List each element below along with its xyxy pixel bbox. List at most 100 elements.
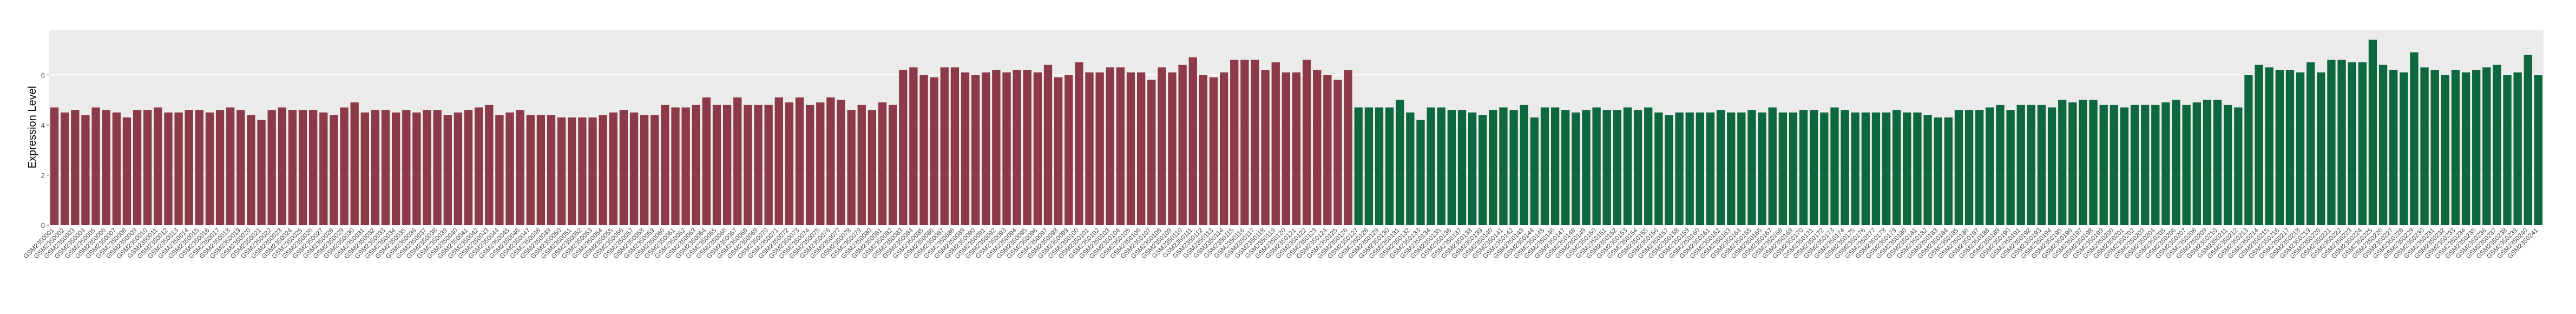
bar bbox=[702, 97, 711, 225]
bar bbox=[402, 110, 411, 225]
bar bbox=[1043, 64, 1053, 226]
bar bbox=[71, 110, 80, 225]
bar bbox=[1075, 62, 1083, 226]
y-axis-label: Expression Level bbox=[27, 86, 38, 168]
bar bbox=[1892, 110, 1901, 225]
bar bbox=[1406, 112, 1415, 225]
bar bbox=[1944, 117, 1953, 225]
bar bbox=[1592, 107, 1601, 225]
bar bbox=[1685, 112, 1694, 225]
bar bbox=[1903, 112, 1911, 225]
bar bbox=[2441, 75, 2449, 226]
bar bbox=[1427, 107, 1435, 225]
bar bbox=[1986, 107, 1994, 225]
bar bbox=[1323, 75, 1332, 226]
bar bbox=[50, 107, 59, 225]
bar bbox=[2110, 104, 2118, 225]
bar bbox=[226, 107, 235, 225]
bar bbox=[381, 110, 390, 225]
bar bbox=[899, 70, 908, 226]
bar bbox=[1778, 112, 1788, 225]
bar bbox=[464, 110, 473, 225]
y-tick-label: 6 bbox=[41, 71, 45, 79]
bar bbox=[888, 104, 897, 225]
bar bbox=[475, 107, 483, 225]
bar bbox=[1136, 72, 1146, 225]
bar bbox=[1665, 115, 1673, 225]
bar bbox=[1747, 110, 1756, 225]
bar bbox=[278, 107, 286, 225]
bar bbox=[785, 102, 794, 225]
bar bbox=[1509, 110, 1518, 225]
bar bbox=[1313, 70, 1322, 226]
bar bbox=[1437, 107, 1445, 225]
bar bbox=[754, 104, 763, 225]
bar bbox=[412, 112, 421, 225]
bar bbox=[2285, 70, 2295, 226]
bar bbox=[1499, 107, 1508, 225]
bar bbox=[1116, 67, 1125, 225]
bar bbox=[2368, 40, 2377, 225]
bar bbox=[1871, 112, 1881, 225]
bar bbox=[1126, 72, 1135, 225]
bar bbox=[1913, 112, 1922, 225]
bar bbox=[2213, 100, 2222, 225]
bar bbox=[1737, 112, 1746, 225]
bar bbox=[805, 104, 814, 225]
bar bbox=[650, 115, 659, 225]
bar bbox=[857, 104, 866, 225]
bar bbox=[1447, 110, 1456, 225]
bar bbox=[2534, 75, 2543, 226]
bar bbox=[681, 107, 690, 225]
bar bbox=[578, 117, 587, 225]
bar bbox=[267, 110, 276, 225]
bar bbox=[1964, 110, 1974, 225]
bar bbox=[1520, 104, 1528, 225]
bar bbox=[826, 97, 835, 225]
bar bbox=[1333, 80, 1342, 226]
bar bbox=[1240, 60, 1249, 226]
bar bbox=[2389, 70, 2398, 226]
bar bbox=[950, 67, 960, 225]
bar bbox=[1364, 107, 1374, 225]
bar bbox=[2400, 72, 2408, 225]
bar bbox=[536, 115, 546, 225]
bar bbox=[2461, 72, 2470, 225]
y-tick-label: 4 bbox=[41, 121, 45, 129]
bar bbox=[122, 117, 132, 225]
bar bbox=[568, 117, 576, 225]
bar bbox=[1478, 115, 1487, 225]
bar bbox=[236, 110, 245, 225]
bar bbox=[1882, 112, 1891, 225]
bar bbox=[2224, 104, 2232, 225]
y-tick-label: 0 bbox=[41, 221, 45, 230]
bar bbox=[392, 112, 400, 225]
bar bbox=[909, 67, 918, 225]
bar bbox=[961, 72, 970, 225]
bar bbox=[454, 112, 463, 225]
bar bbox=[2265, 67, 2273, 225]
bar bbox=[1923, 115, 1932, 225]
bar bbox=[2420, 67, 2429, 225]
bar bbox=[1841, 110, 1849, 225]
bar bbox=[1633, 110, 1642, 225]
bar bbox=[2348, 62, 2356, 226]
bar bbox=[1219, 72, 1228, 225]
bar bbox=[2141, 104, 2150, 225]
bar bbox=[1830, 107, 1839, 225]
bar bbox=[205, 112, 214, 225]
bar bbox=[247, 115, 255, 225]
bar bbox=[837, 100, 845, 225]
bar bbox=[1158, 67, 1166, 225]
bar bbox=[1561, 110, 1570, 225]
bar bbox=[1468, 112, 1477, 225]
bar bbox=[733, 97, 742, 225]
bar bbox=[868, 110, 877, 225]
bar bbox=[1033, 72, 1042, 225]
bar bbox=[816, 102, 825, 225]
bar bbox=[1302, 60, 1311, 226]
bar bbox=[1396, 100, 1404, 225]
bar bbox=[2130, 104, 2139, 225]
bar bbox=[2027, 104, 2035, 225]
